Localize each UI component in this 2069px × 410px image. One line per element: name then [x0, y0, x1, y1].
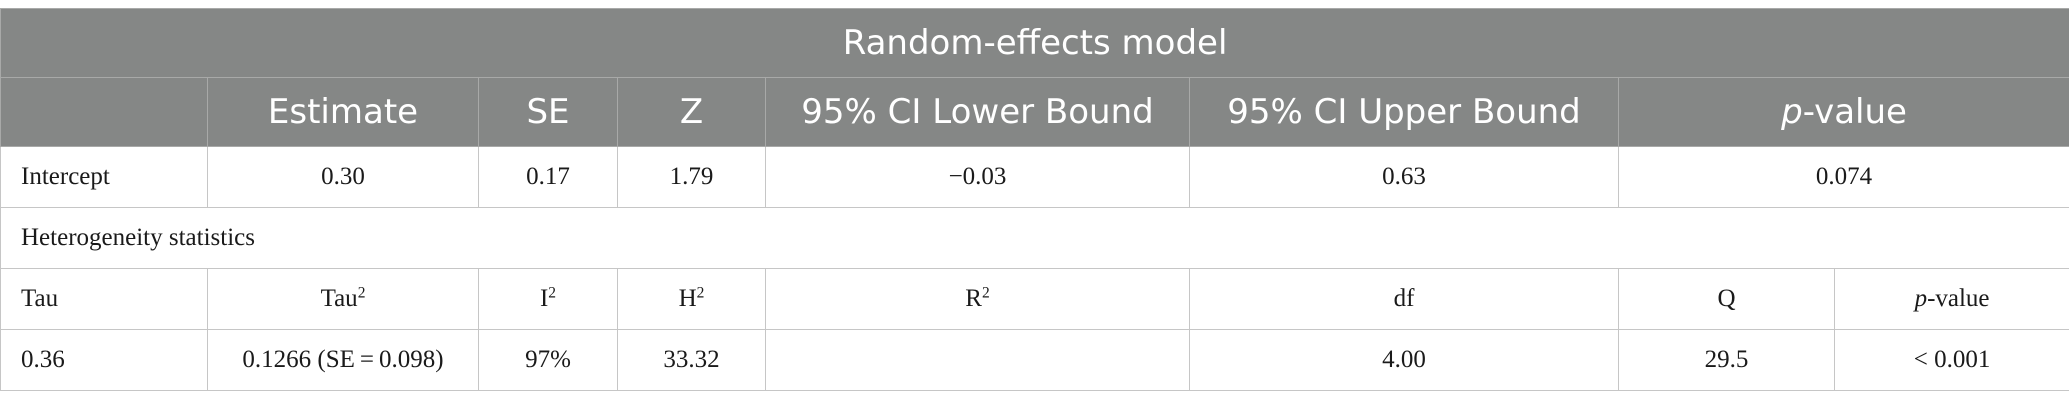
heterogeneity-header-row: Tau Tau2 I2 H2 R2 df Q p-value	[0, 268, 2069, 330]
heterogeneity-label: Heterogeneity statistics	[0, 207, 2069, 269]
het-header-h2-sup: 2	[696, 284, 705, 302]
header-ci-lower: 95% CI Lower Bound	[765, 77, 1190, 147]
header-ci-upper: 95% CI Upper Bound	[1189, 77, 1619, 147]
het-header-h2: H2	[617, 268, 766, 330]
het-header-i2: I2	[478, 268, 618, 330]
intercept-p-value: 0.074	[1617, 146, 2069, 208]
het-header-r2-sup: 2	[981, 284, 990, 302]
het-header-r2: R2	[765, 268, 1190, 330]
heterogeneity-values-row: 0.36 0.1266 (SE = 0.098) 97% 33.32 4.00 …	[0, 329, 2069, 391]
het-header-p-value: p-value	[1833, 268, 2069, 330]
het-header-p-suffix: -value	[1927, 285, 1990, 312]
intercept-ci-lower: −0.03	[765, 146, 1190, 208]
het-header-q: Q	[1618, 268, 1835, 330]
het-header-df: df	[1189, 268, 1619, 330]
het-header-i2-text: I	[539, 285, 549, 312]
intercept-row: Intercept 0.30 0.17 1.79 −0.03 0.63 0.07…	[0, 146, 2069, 208]
het-value-i2: 97%	[478, 329, 618, 391]
het-value-df: 4.00	[1189, 329, 1619, 391]
het-header-tau2: Tau2	[207, 268, 479, 330]
het-value-q: 29.5	[1618, 329, 1835, 391]
het-value-h2: 33.32	[617, 329, 766, 391]
intercept-label: Intercept	[0, 146, 208, 208]
het-header-i2-sup: 2	[548, 284, 557, 302]
header-p-suffix: -value	[1802, 92, 1907, 132]
intercept-ci-upper: 0.63	[1189, 146, 1619, 208]
het-value-p: < 0.001	[1833, 329, 2069, 391]
column-header-row: Estimate SE Z 95% CI Lower Bound 95% CI …	[0, 77, 2069, 147]
header-p-value: p-value	[1617, 77, 2069, 147]
table-title-row: Random-effects model	[0, 8, 2069, 78]
header-blank	[0, 77, 208, 147]
intercept-z: 1.79	[617, 146, 766, 208]
table-title: Random-effects model	[0, 8, 2069, 78]
header-p-italic: p	[1781, 92, 1803, 132]
het-header-r2-text: R	[965, 285, 982, 312]
het-header-tau2-text: Tau	[320, 285, 358, 312]
header-se: SE	[478, 77, 618, 147]
header-z: Z	[617, 77, 766, 147]
het-header-h2-text: H	[678, 285, 697, 312]
header-estimate: Estimate	[207, 77, 479, 147]
heterogeneity-section-row: Heterogeneity statistics	[0, 207, 2069, 269]
het-header-tau: Tau	[0, 268, 208, 330]
het-value-r2	[765, 329, 1190, 391]
het-header-p-italic: p	[1914, 285, 1928, 312]
het-header-tau2-sup: 2	[357, 284, 366, 302]
het-value-tau: 0.36	[0, 329, 208, 391]
intercept-estimate: 0.30	[207, 146, 479, 208]
het-value-tau2: 0.1266 (SE = 0.098)	[207, 329, 479, 391]
intercept-se: 0.17	[478, 146, 618, 208]
random-effects-table: Random-effects model Estimate SE Z 95% C…	[0, 8, 2069, 391]
